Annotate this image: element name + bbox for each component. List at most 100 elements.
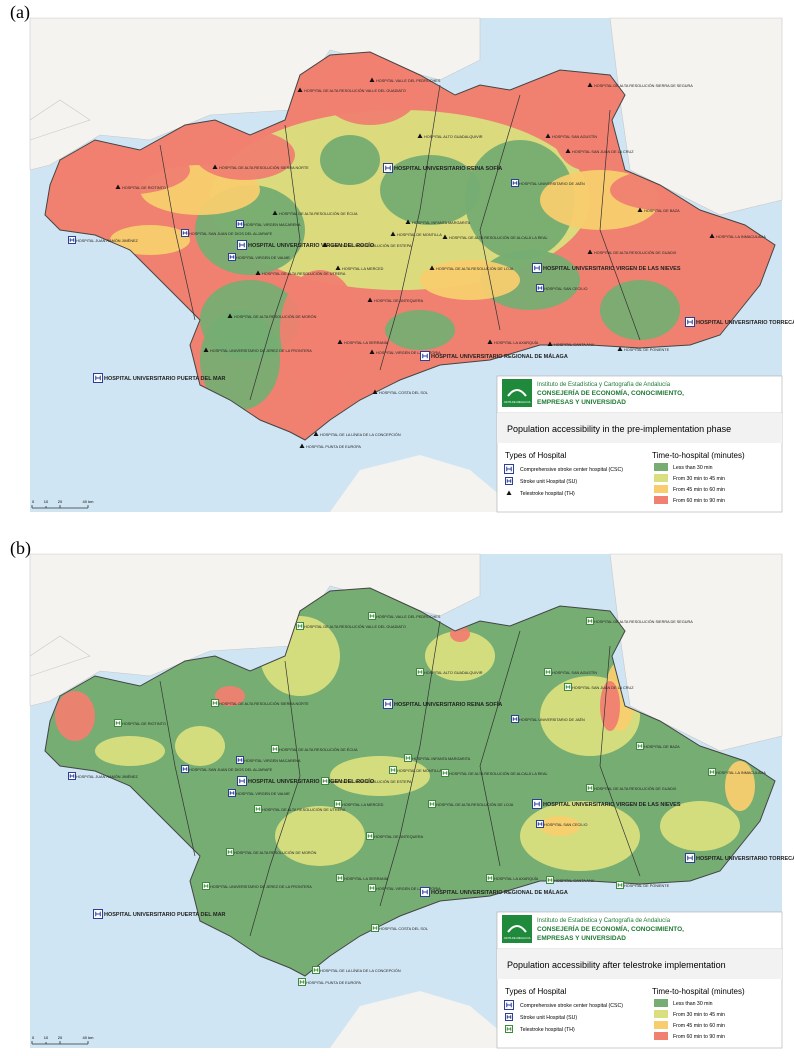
hospital-label: HOSPITAL DE ALTA RESOLUCIÓN DE UTRERA — [262, 271, 346, 276]
hospital-marker — [69, 238, 75, 242]
hospital-label: HOSPITAL DE ALTA RESOLUCIÓN SIERRA NORTE — [219, 165, 309, 170]
logo — [502, 379, 532, 407]
hospital-label: HOSPITAL DE ALTA RESOLUCIÓN DE GUADIX — [594, 250, 677, 255]
logo-mark — [507, 925, 527, 933]
hospital-marker — [299, 980, 305, 984]
zone — [480, 250, 580, 310]
hospital-marker — [313, 431, 319, 436]
region-border — [44, 587, 776, 977]
hospital-marker — [95, 375, 101, 381]
hospital-label: HOSPITAL UNIVERSITARIO TORRECÁRDENAS — [696, 319, 794, 326]
logo-mark — [507, 389, 527, 397]
hospital-label: HOSPITAL VALLE DEL PEDROCHES — [376, 79, 441, 83]
legend-swatch — [654, 474, 668, 482]
hospital-label: HOSPITAL COSTA DEL SOL — [379, 927, 428, 931]
hospital-label: HOSPITAL DE ALTA RESOLUCIÓN DE ÉCIJA — [279, 747, 358, 752]
hospital-marker — [337, 339, 343, 344]
hospital-marker — [237, 758, 243, 762]
hospital-marker — [203, 347, 209, 352]
hospital-marker — [637, 207, 643, 212]
scale-label: 0 — [32, 1035, 35, 1040]
zone — [540, 816, 580, 836]
legend-item: Telestroke hospital (TH) — [520, 1027, 575, 1033]
scale-bar — [31, 505, 89, 509]
hospital-marker — [487, 339, 493, 344]
hospital-label: HOSPITAL DE BAZA — [644, 209, 680, 213]
hospital-marker — [115, 184, 121, 189]
hospital-label: HOSPITAL UNIVERSITARIO REINA SOFÍA — [394, 700, 502, 708]
hospital-label: HOSPITAL DE BAZA — [644, 745, 680, 749]
hospital-marker — [429, 265, 435, 270]
zone — [600, 681, 620, 731]
hospital-label: HOSPITAL DE ALTA RESOLUCIÓN DE ALCALÁ LA… — [449, 771, 548, 776]
legend-swatch — [654, 999, 668, 1007]
hospital-label: HOSPITAL SAN CECILIO — [544, 823, 588, 827]
hospital-label: HOSPITAL DE RIOTINTO — [122, 186, 166, 190]
hospital-label: HOSPITAL UNIVERSITARIO VIRGEN DE LAS NIE… — [543, 266, 681, 272]
hospital-label: HOSPITAL VIRGEN DE LA VICTORIA — [376, 351, 441, 355]
hospital-label: HOSPITAL DE ALTA RESOLUCIÓN DE ALCALÁ LA… — [449, 235, 548, 240]
hospital-marker — [390, 768, 396, 772]
hospital-label: HOSPITAL DE RIOTINTO — [122, 722, 166, 726]
scale-label: 0 — [32, 499, 35, 504]
province-borders — [159, 84, 641, 401]
institute-dept: CONSEJERÍA DE ECONOMÍA, CONOCIMIENTO, — [537, 388, 684, 397]
zone — [195, 130, 295, 180]
hospital-marker — [335, 802, 341, 806]
hospital-label: HOSPITAL UNIVERSITARIO PUERTA DEL MAR — [104, 912, 226, 918]
hospital-marker — [203, 884, 209, 888]
zone — [320, 135, 380, 185]
legend-swatch — [654, 463, 668, 471]
hospital-label: HOSPITAL DE ALTA RESOLUCIÓN SIERRA NORTE — [219, 701, 309, 706]
hospital-marker — [565, 148, 571, 153]
legend-item: Comprehensive stroke center hospital (CS… — [520, 467, 623, 473]
map-panel: (a) HOSPITAL VALLE DEL PEDROCHES HOSPITAL … — [10, 2, 794, 513]
hospital-marker — [212, 701, 218, 705]
hospital-marker — [239, 778, 245, 784]
hospital-label: HOSPITAL DE ALTA RESOLUCIÓN DE GUADIX — [594, 786, 677, 791]
land-outside — [29, 553, 783, 752]
legend-swatch — [654, 1010, 668, 1018]
legend-item: Less than 30 min — [673, 1001, 713, 1007]
legend-item: From 30 min to 45 min — [673, 476, 725, 482]
hospital-marker — [617, 883, 623, 887]
hospital-marker — [322, 242, 328, 247]
hospital-label: HOSPITAL UNIVERSITARIO DE JEREZ DE LA FR… — [210, 885, 312, 889]
hospital-marker — [565, 685, 571, 689]
zone — [725, 761, 755, 811]
hospital-marker — [272, 747, 278, 751]
hospital-marker — [337, 876, 343, 880]
title-band — [497, 949, 782, 979]
hospital-marker — [417, 670, 423, 674]
hospital-label: HOSPITAL LA SERRANÍA — [344, 341, 389, 345]
hospital-label: HOSPITAL PUNTA DE EUROPA — [306, 981, 361, 985]
hospital-label: HOSPITAL DE ALTA RESOLUCIÓN DE ESTEPA — [329, 243, 412, 248]
hospital-label: HOSPITAL JUAN RAMÓN JIMÉNEZ — [76, 774, 138, 779]
hospital-marker — [369, 349, 375, 354]
hospital-marker — [229, 255, 235, 259]
hospital-marker — [417, 133, 423, 138]
hospital-marker — [239, 242, 245, 248]
hospital-marker — [313, 968, 319, 972]
hospital-marker — [115, 721, 121, 725]
hospital-marker — [429, 802, 435, 806]
zone — [55, 691, 95, 741]
hospital-label: HOSPITAL DE MONTILLA — [397, 233, 442, 237]
legend-item: Stroke unit Hospital (SU) — [520, 479, 577, 485]
hospital-label: HOSPITAL SAN JUAN DE DIOS DEL ALJARAFE — [189, 232, 273, 236]
hospital-label: HOSPITAL UNIVERSITARIO REGIONAL DE MÁLAG… — [431, 889, 568, 896]
legend-heading: Time-to-hospital (minutes) — [652, 451, 745, 460]
zone — [660, 801, 740, 851]
legend-swatch — [654, 1021, 668, 1029]
hospital-label: HOSPITAL VIRGEN DE VALME — [236, 256, 290, 260]
africa — [330, 991, 520, 1048]
legend-box — [496, 911, 783, 1049]
hospital-marker — [442, 771, 448, 775]
hospital-marker — [617, 346, 623, 351]
hospital-label: HOSPITAL SAN JUAN DE DIOS DEL ALJARAFE — [189, 768, 273, 772]
hospital-label: HOSPITAL DE ANTEQUERA — [374, 299, 424, 303]
hospital-label: HOSPITAL SAN JUAN DE LA CRUZ — [572, 150, 634, 154]
hospital-label: HOSPITAL LA INMACULADA — [716, 771, 766, 775]
hospital-marker — [372, 389, 378, 394]
legend-swatch — [654, 1032, 668, 1040]
